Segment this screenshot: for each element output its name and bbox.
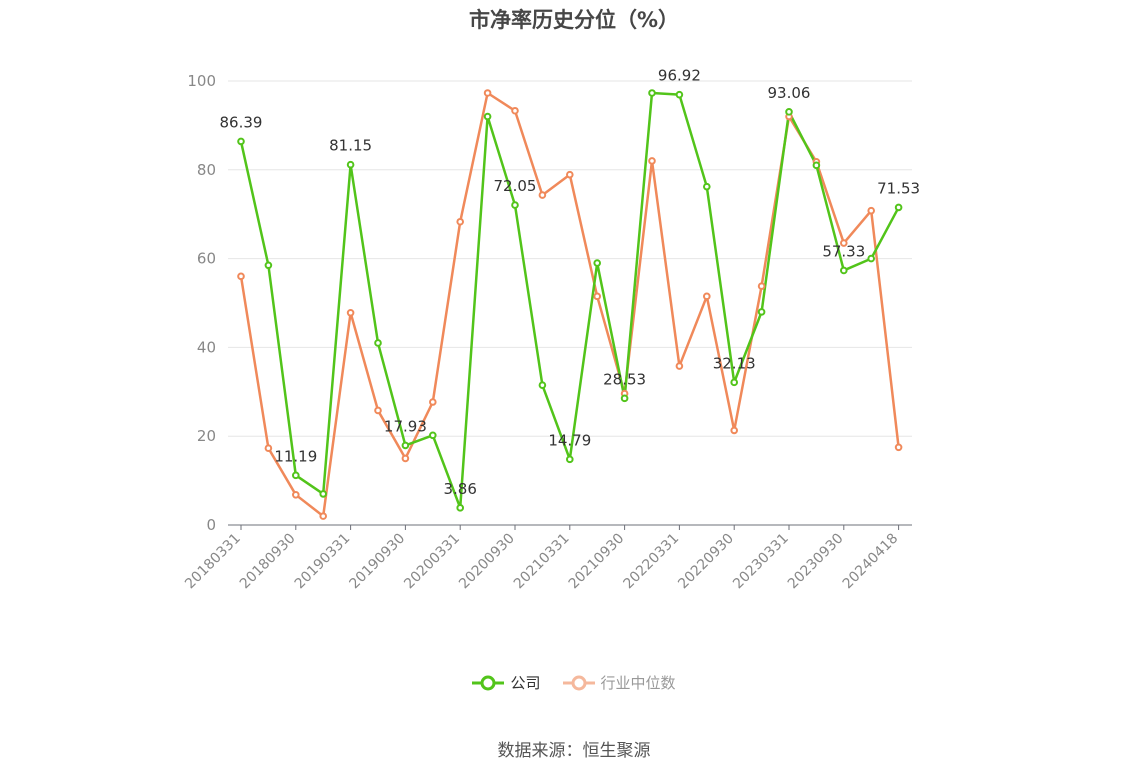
point-industry-20210331 [566, 170, 574, 179]
point-company-20210930 [620, 394, 629, 403]
x-tick-label-20230331: 20230331 [730, 531, 792, 593]
point-company-20221231 [757, 308, 766, 316]
y-tick-label-80: 80 [197, 161, 216, 179]
x-tick-label-20190331: 20190331 [292, 531, 354, 593]
y-tick-label-40: 40 [197, 338, 216, 356]
point-company-20200331 [456, 504, 465, 512]
y-tick-label-100: 100 [187, 72, 216, 90]
x-tick-label-20190930: 20190930 [347, 531, 409, 593]
point-company-20180630 [264, 261, 273, 270]
point-industry-20180930 [292, 491, 300, 499]
point-industry-20210630 [593, 292, 602, 301]
point-industry-20190630 [374, 406, 382, 415]
legend-industry-marker-icon [562, 675, 595, 690]
point-industry-20240418 [894, 443, 903, 452]
point-company-20200630 [483, 112, 492, 121]
y-tick-label-0: 0 [206, 516, 216, 534]
data-label-20180930: 11.19 [274, 447, 317, 465]
point-company-20231231 [867, 254, 876, 263]
x-tick-label-20230930: 20230930 [785, 531, 847, 593]
point-company-20240418 [894, 203, 903, 212]
point-industry-20231231 [867, 206, 876, 215]
x-tick-label-20210930: 20210930 [566, 531, 628, 593]
point-company-20230331 [785, 108, 793, 116]
source-note: 数据来源：恒生聚源 [497, 741, 651, 761]
point-company-20181231 [319, 490, 328, 498]
point-industry-20220630 [703, 292, 711, 301]
data-label-20190331: 81.15 [329, 137, 372, 155]
point-industry-20200331 [456, 217, 465, 226]
x-tick-label-20200930: 20200930 [456, 531, 518, 593]
x-tick-label-20220331: 20220331 [621, 531, 683, 593]
x-tick-label-20200331: 20200331 [401, 531, 463, 593]
point-industry-20200930 [511, 106, 519, 115]
point-industry-20191231 [429, 398, 437, 406]
point-company-20210331 [566, 455, 574, 464]
point-company-20230630 [812, 161, 821, 170]
data-label-20230930: 57.33 [822, 242, 865, 260]
data-label-20180331: 86.39 [220, 113, 263, 131]
point-company-20220331 [675, 90, 684, 99]
point-industry-20180630 [264, 444, 273, 452]
point-industry-20230930 [840, 239, 848, 247]
point-industry-20180331 [237, 272, 245, 281]
point-company-20220930 [730, 378, 739, 387]
x-tick-label-20210331: 20210331 [511, 531, 573, 593]
point-company-20190630 [374, 339, 382, 347]
point-company-20230930 [840, 266, 848, 275]
chart-title: 市净率历史分位（%） [468, 8, 680, 32]
data-label-20210930: 28.53 [603, 370, 646, 388]
x-tick-label-20180331: 20180331 [182, 531, 244, 593]
point-industry-20220930 [730, 426, 739, 435]
data-label-20240418: 71.53 [877, 179, 920, 197]
x-tick-label-20220930: 20220930 [675, 531, 737, 593]
point-company-20210630 [593, 259, 602, 267]
data-label-20220930: 32.13 [713, 354, 756, 372]
legend-industry-label: 行业中位数 [600, 674, 676, 692]
point-industry-20190331 [346, 308, 355, 317]
point-company-20191231 [429, 431, 437, 440]
point-company-20190331 [346, 160, 355, 169]
legend-company-label: 公司 [510, 674, 541, 692]
point-company-20200930 [511, 201, 519, 209]
point-industry-20220331 [675, 362, 684, 370]
point-company-20190930 [401, 441, 410, 450]
chart-plot: 0 20 40 60 80 100 2018033120180930201903312019… [182, 67, 920, 593]
point-industry-20190930 [401, 454, 410, 463]
data-label-20190930: 17.93 [384, 417, 427, 435]
point-industry-20221231 [757, 282, 766, 290]
legend: 公司 行业中位数 [0, 672, 1148, 693]
x-tick-label-20240418: 20240418 [840, 531, 902, 593]
data-label-20200331: 3.86 [443, 480, 476, 498]
x-tick-label-20180930: 20180930 [237, 531, 299, 593]
point-company-20201231 [538, 381, 547, 389]
legend-company-marker-icon [472, 675, 505, 690]
y-tick-label-20: 20 [197, 427, 216, 445]
point-company-20180331 [237, 137, 245, 146]
data-label-20200930: 72.05 [494, 177, 537, 195]
y-tick-label-60: 60 [197, 250, 216, 268]
legend-item-company[interactable]: 公司 [472, 672, 541, 693]
data-label-20230331: 93.06 [768, 84, 811, 102]
point-industry-20181231 [319, 512, 328, 520]
point-industry-20200630 [483, 89, 492, 97]
point-company-20220630 [703, 182, 711, 191]
point-company-20211231 [648, 89, 656, 97]
legend-item-industry[interactable]: 行业中位数 [562, 672, 676, 693]
data-label-20210331: 14.79 [548, 431, 591, 449]
point-industry-20201231 [538, 191, 547, 199]
point-industry-20211231 [648, 157, 656, 165]
data-label-20220331: 96.92 [658, 67, 701, 85]
point-company-20180930 [292, 471, 300, 480]
